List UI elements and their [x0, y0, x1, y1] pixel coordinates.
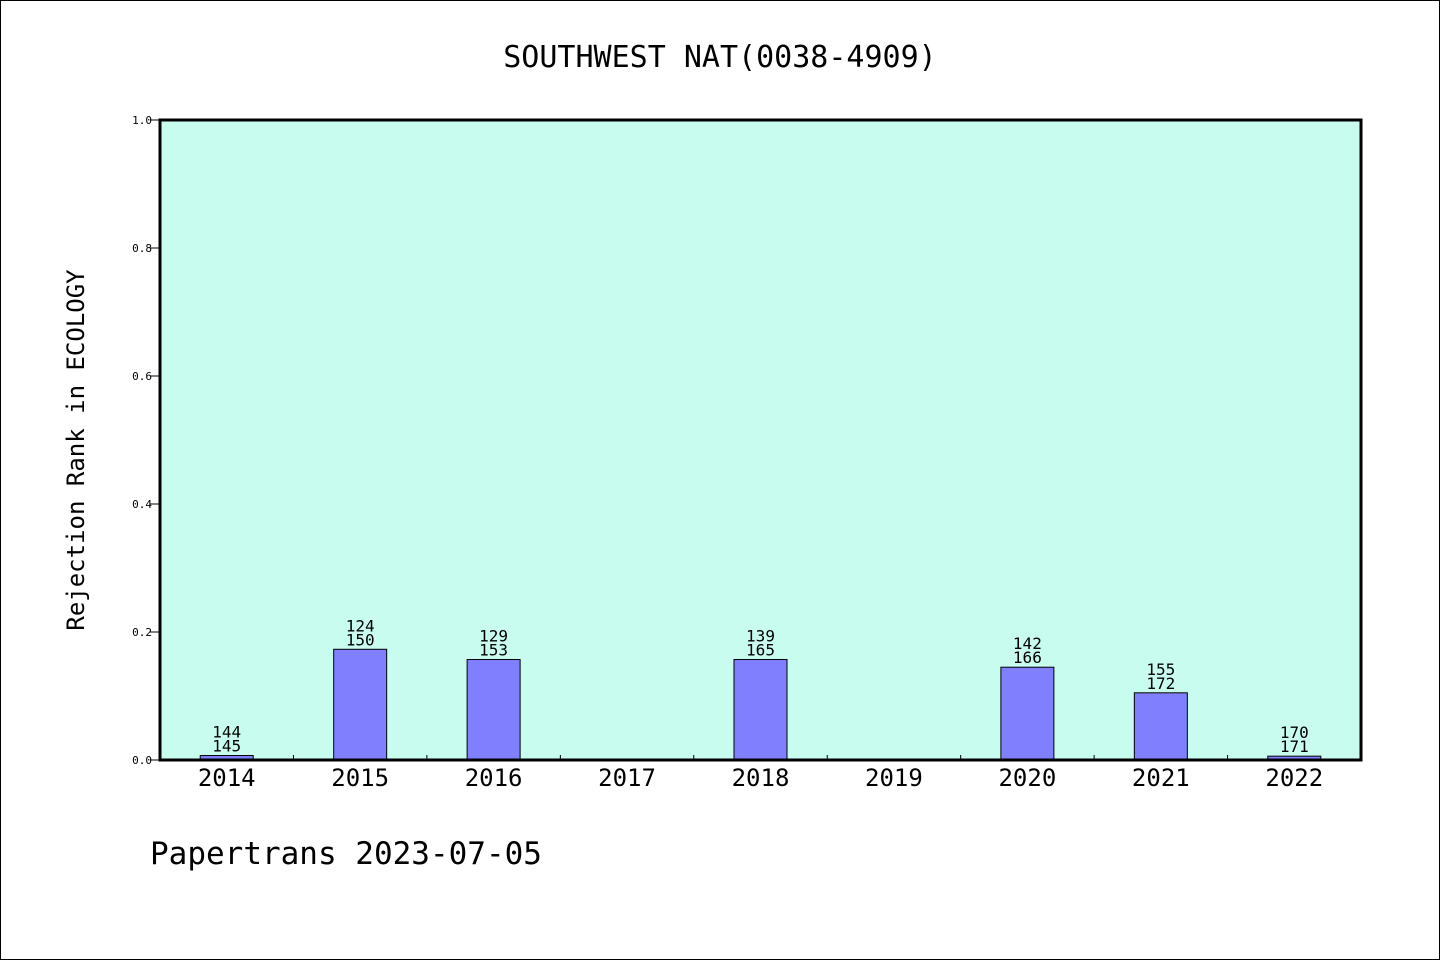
y-axis-label: Rejection Rank in ECOLOGY — [62, 269, 90, 631]
x-tick-label: 2014 — [198, 764, 256, 792]
x-tick-label: 2018 — [732, 764, 790, 792]
bar-label-bottom: 165 — [746, 641, 775, 660]
bar-label-top: 129 — [479, 627, 508, 646]
x-tick-label: 2022 — [1265, 764, 1323, 792]
bar-2015 — [333, 648, 388, 761]
bars-group — [199, 648, 1322, 761]
y-tick-label: 0.0 — [132, 754, 152, 767]
bar-2016 — [466, 659, 521, 761]
bar-label-bottom: 153 — [479, 641, 508, 660]
bar-2018 — [733, 659, 788, 761]
bar-label-top: 155 — [1146, 660, 1175, 679]
bar-label-top: 139 — [746, 627, 775, 646]
y-axis: 0.0 0.2 0.4 0.6 0.8 1.0 — [132, 114, 160, 767]
bar-label-top: 124 — [346, 616, 375, 635]
y-tick-label: 0.2 — [132, 626, 152, 639]
y-tick-label: 0.8 — [132, 242, 152, 255]
plot-border — [158, 118, 1363, 762]
bar-label-bottom: 166 — [1013, 648, 1042, 667]
x-tick-label: 2020 — [998, 764, 1056, 792]
bar-label-top: 144 — [212, 723, 241, 742]
bar-label-bottom: 145 — [212, 737, 241, 756]
x-tick-label: 2017 — [598, 764, 656, 792]
bar-2021 — [1133, 692, 1188, 761]
bar-2020 — [1000, 666, 1055, 761]
x-tick-label: 2019 — [865, 764, 923, 792]
bar-label-top: 142 — [1013, 634, 1042, 653]
bar-label-top: 170 — [1280, 723, 1309, 742]
bar-label-bottom: 150 — [346, 630, 375, 649]
y-tick-label: 0.6 — [132, 370, 152, 383]
y-tick-label: 0.4 — [132, 498, 152, 511]
y-tick-label: 1.0 — [132, 114, 152, 127]
bar-label-bottom: 171 — [1280, 737, 1309, 756]
x-tick-label: 2015 — [331, 764, 389, 792]
bar-label-bottom: 172 — [1146, 674, 1175, 693]
x-tick-label: 2016 — [465, 764, 523, 792]
x-tick-label: 2021 — [1132, 764, 1190, 792]
x-axis: 2014 2015 2016 2017 2018 2019 2020 2021 2022 — [198, 755, 1323, 792]
footer-credit: Papertrans 2023-07-05 — [150, 836, 542, 872]
chart-title: SOUTHWEST NAT(0038-4909) — [503, 40, 936, 75]
